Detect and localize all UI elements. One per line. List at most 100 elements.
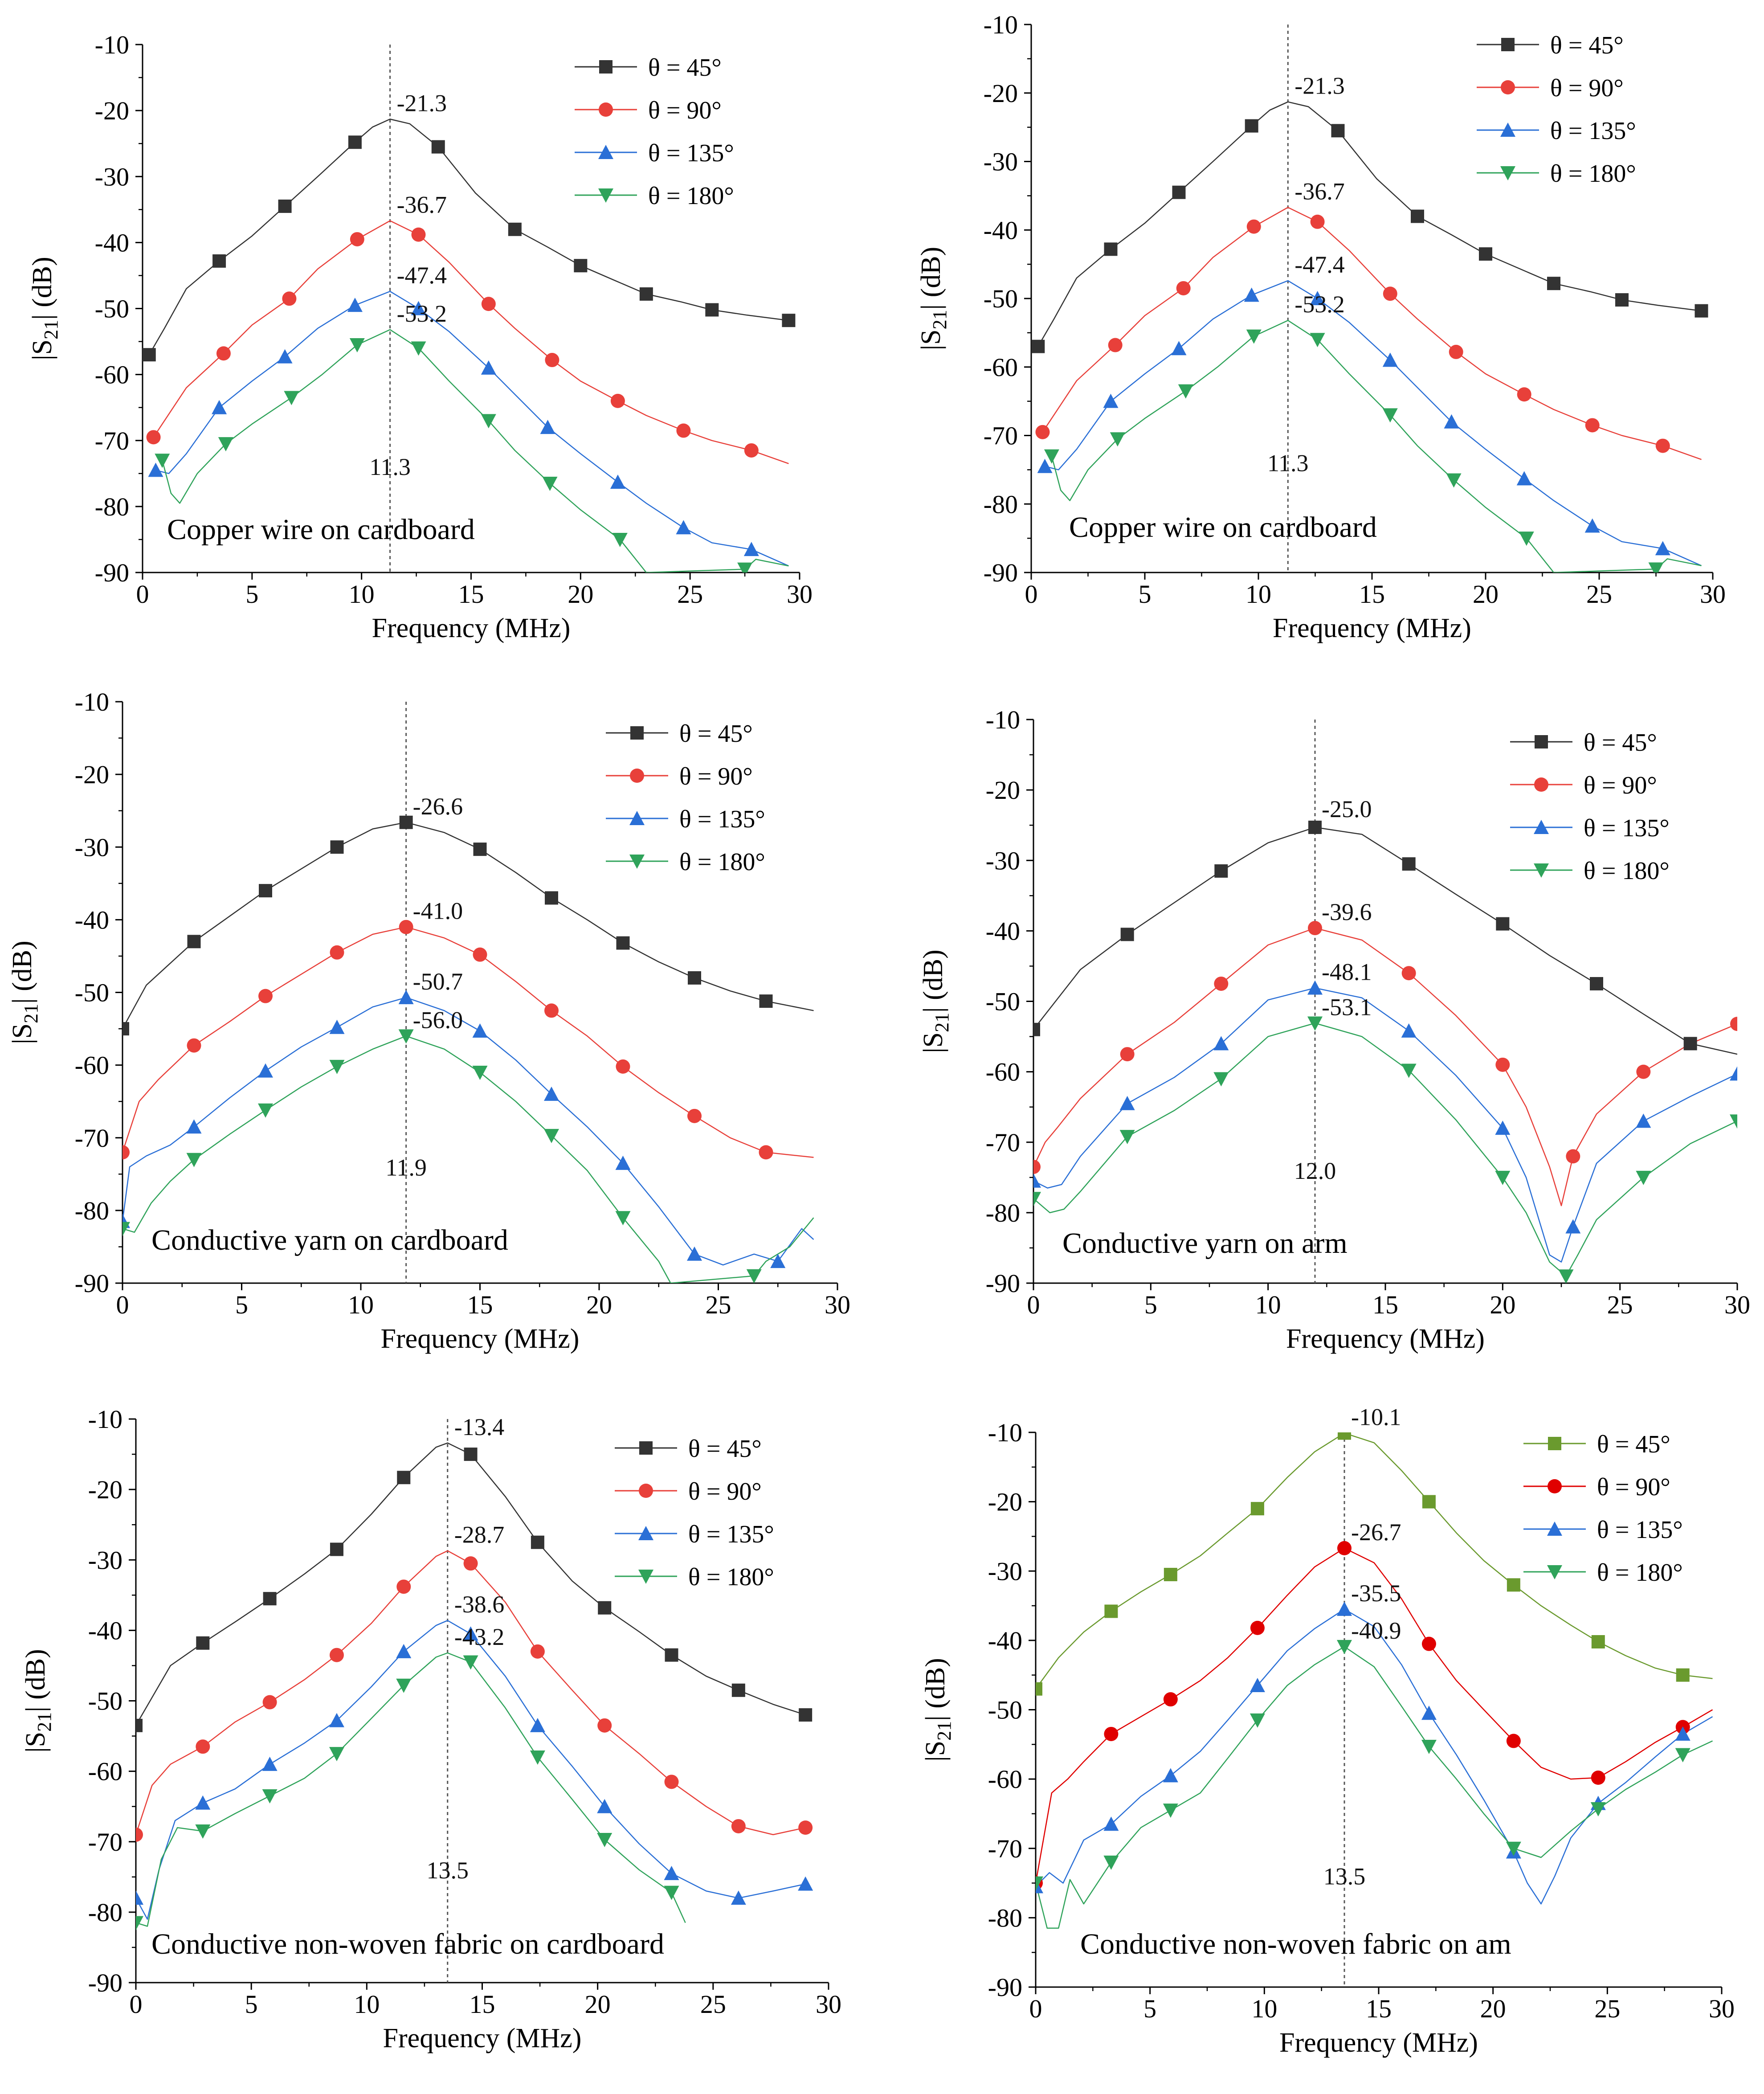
data-marker-1 (1411, 209, 1424, 223)
y-axis-label: |S21| (dB) (916, 247, 951, 350)
data-marker-4 (195, 1824, 211, 1839)
data-marker-2 (1495, 1057, 1510, 1072)
chart-svg-2: 0 5 10 15 20 25 30 -10 -20 -30 -40 -50 -60 -70 -80 -90 F… (916, 10, 1726, 643)
peak-frequency-label: 12.0 (1294, 1157, 1336, 1184)
peak-frequency-label: 11.9 (385, 1154, 427, 1181)
data-marker-4 (1310, 333, 1325, 348)
peak-value-label-4: -53.2 (397, 300, 447, 327)
data-marker-2 (473, 947, 487, 962)
data-marker-3 (258, 1063, 273, 1078)
x-tick-label: 20 (568, 580, 593, 609)
y-axis-label: |S21| (dB) (920, 1658, 955, 1761)
data-marker-2 (350, 232, 364, 246)
data-marker-3 (676, 520, 691, 535)
series-group (143, 119, 796, 573)
data-marker-3 (472, 1023, 488, 1038)
data-marker-1 (1422, 1495, 1436, 1509)
series-line-2 (136, 1550, 806, 1836)
data-marker-1 (399, 815, 413, 829)
chart-svg-1: 0 5 10 15 20 25 30 -10 -20 -30 -40 -50 -60 -70 -80 -90 F… (27, 30, 813, 643)
axes: 0 5 10 15 20 25 30 -10 -20 -30 -40 -50 -60 -70 -80 -90 (95, 30, 813, 609)
x-tick-label: 5 (245, 580, 258, 609)
data-marker-3 (597, 1799, 612, 1813)
peak-value-label-3: -50.7 (413, 968, 463, 995)
peak-frequency-label: 13.5 (1323, 1863, 1366, 1890)
data-marker-3 (544, 1086, 559, 1101)
series-line-3 (155, 290, 789, 567)
data-marker-2 (187, 1038, 201, 1053)
legend-entry-3: θ = 135° (688, 1521, 774, 1548)
data-marker-1 (1172, 185, 1186, 199)
y-tick-label: -70 (75, 1124, 109, 1153)
data-marker-1 (348, 135, 362, 149)
data-marker-1 (665, 1648, 678, 1662)
data-marker-2 (1337, 1541, 1352, 1555)
x-tick-label: 10 (349, 580, 375, 609)
peak-value-label-4: -56.0 (413, 1006, 463, 1033)
data-marker-4 (1163, 1804, 1178, 1818)
data-marker-4 (1036, 1876, 1043, 1891)
peak-value-label-3: -47.4 (397, 262, 447, 289)
legend: θ = 45° θ = 90° θ = 135° θ = 180° (575, 54, 734, 210)
legend-marker-4 (1547, 1565, 1562, 1579)
series-line-1 (1037, 101, 1702, 347)
legend-entry-2: θ = 90° (648, 97, 722, 124)
legend: θ = 45° θ = 90° θ = 135° θ = 180° (1510, 729, 1670, 885)
x-tick-label: 10 (1255, 1290, 1281, 1319)
axes: 0 5 10 15 20 25 30 -10 -20 -30 -40 -50 -60 -70 -80 -90 (88, 1405, 841, 2019)
y-tick-label: -50 (95, 294, 129, 323)
x-tick-label: 10 (354, 1990, 380, 2019)
y-tick-label: -70 (88, 1828, 122, 1857)
data-marker-1 (1590, 977, 1603, 990)
x-axis-label: Frequency (MHz) (1279, 2028, 1478, 2058)
data-marker-3 (731, 1890, 746, 1905)
data-marker-1 (531, 1535, 544, 1549)
peak-value-label-4: -53.1 (1322, 994, 1372, 1021)
data-marker-3 (1730, 1066, 1737, 1081)
chart-title: Conductive non-woven fabric on cardboard (151, 1928, 664, 1960)
y-tick-label: -70 (986, 1128, 1020, 1157)
x-tick-label: 0 (1029, 1994, 1042, 2023)
data-marker-2 (1591, 1771, 1605, 1785)
series-group (1033, 820, 1737, 1283)
data-marker-2 (1421, 1636, 1436, 1651)
data-marker-2 (1033, 1160, 1041, 1174)
data-marker-2 (664, 1775, 679, 1789)
legend: θ = 45° θ = 90° θ = 135° θ = 180° (1523, 1431, 1683, 1587)
legend-entry-2: θ = 90° (1597, 1473, 1670, 1501)
legend-marker-4 (1500, 166, 1515, 180)
data-marker-2 (399, 920, 413, 934)
data-marker-2 (1730, 1017, 1737, 1031)
data-marker-3 (530, 1718, 545, 1732)
peak-value-label-1: -10.1 (1351, 1404, 1401, 1431)
data-marker-3 (1250, 1678, 1265, 1693)
x-tick-label: 15 (467, 1290, 493, 1319)
data-marker-1 (143, 348, 156, 362)
chart-svg-5: 0 5 10 15 20 25 30 -10 -20 -30 -40 -50 -60 -70 -80 -90 F… (20, 1405, 841, 2053)
y-tick-label: -40 (986, 916, 1020, 945)
data-marker-1 (278, 199, 292, 213)
data-marker-2 (687, 1108, 702, 1123)
data-marker-2 (1383, 286, 1397, 301)
data-marker-3 (136, 1890, 143, 1905)
legend-marker-4 (638, 1570, 653, 1584)
legend-entry-3: θ = 135° (1550, 117, 1636, 145)
y-tick-label: -30 (988, 1557, 1022, 1586)
data-marker-1 (1214, 864, 1228, 878)
data-marker-2 (530, 1644, 545, 1659)
chart-panel-3: 0 5 10 15 20 25 30 -10 -20 -30 -40 -50 -60 -70 -80 -90 F… (0, 691, 882, 1395)
legend: θ = 45° θ = 90° θ = 135° θ = 180° (606, 720, 765, 876)
x-tick-label: 15 (1372, 1290, 1398, 1319)
data-marker-1 (1615, 293, 1629, 307)
axes: 0 5 10 15 20 25 30 -10 -20 -30 -40 -50 -60 -70 -80 -90 (988, 1418, 1735, 2023)
data-marker-2 (1035, 425, 1050, 439)
y-tick-label: -90 (88, 1968, 122, 1997)
peak-value-label-3: -48.1 (1322, 958, 1372, 985)
x-axis-label: Frequency (MHz) (1273, 613, 1471, 643)
data-marker-2 (1449, 344, 1463, 359)
legend-marker-1 (630, 726, 644, 740)
chart-panel-6: 0 5 10 15 20 25 30 -10 -20 -30 -40 -50 -60 -70 -80 -90 F… (882, 1395, 1764, 2094)
data-marker-2 (545, 353, 559, 368)
data-marker-4 (1119, 1130, 1135, 1145)
legend-entry-4: θ = 180° (688, 1563, 774, 1591)
